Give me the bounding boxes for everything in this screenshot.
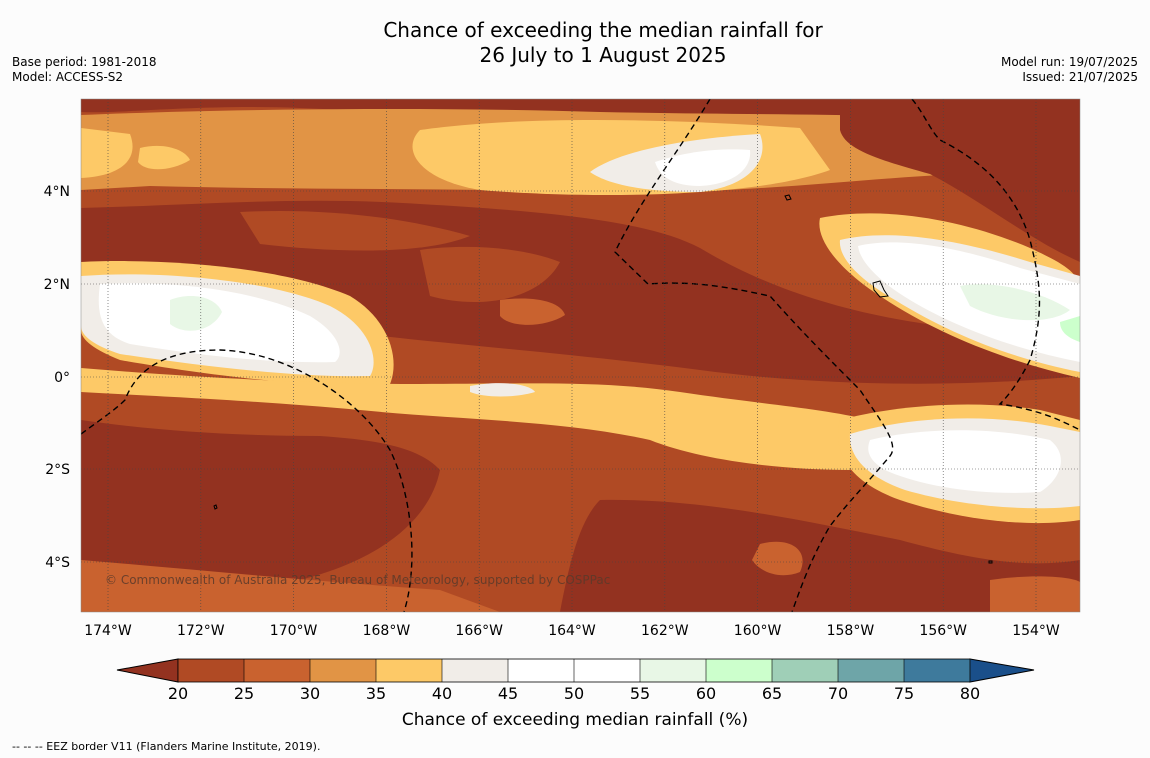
colorbar-tick-label: 65 <box>762 684 782 703</box>
lat-tick: 4°S <box>45 555 70 571</box>
colorbar: 20 25 30 35 40 45 50 55 60 65 70 75 80 <box>116 658 1035 703</box>
colorbar-cell <box>838 659 905 682</box>
lon-tick: 158°W <box>827 623 875 639</box>
lon-tick: 156°W <box>919 623 967 639</box>
lon-tick: 166°W <box>455 623 503 639</box>
rainfall-contours <box>81 99 1080 612</box>
colorbar-tick-label: 45 <box>498 684 518 703</box>
colorbar-cell <box>640 659 707 682</box>
model-text: Model: ACCESS-S2 <box>12 70 124 84</box>
colorbar-tick-label: 25 <box>234 684 254 703</box>
colorbar-cells <box>178 659 971 682</box>
colorbar-cell <box>376 659 443 682</box>
colorbar-under-triangle <box>116 658 179 683</box>
meta-left: Base period: 1981-2018 Model: ACCESS-S2 <box>12 55 157 85</box>
lat-tick: 2°N <box>44 277 70 293</box>
colorbar-cell <box>310 659 377 682</box>
longitude-ticks: 174°W 172°W 170°W 168°W 166°W 164°W 162°… <box>84 623 1060 639</box>
colorbar-cell <box>904 659 971 682</box>
lon-tick: 174°W <box>84 623 132 639</box>
map-frame <box>80 98 1081 613</box>
colorbar-tick-label: 20 <box>168 684 188 703</box>
lon-tick: 162°W <box>641 623 689 639</box>
colorbar-over-triangle <box>969 658 1035 683</box>
colorbar-cell <box>772 659 839 682</box>
colorbar-label: Chance of exceeding median rainfall (%) <box>401 710 749 730</box>
colorbar-tick-label: 30 <box>300 684 320 703</box>
island-outlines <box>213 194 993 564</box>
lon-tick: 154°W <box>1012 623 1060 639</box>
map-area: © Commonwealth of Australia 2025, Bureau… <box>80 98 1081 613</box>
colorbar-tick-label: 60 <box>696 684 716 703</box>
lat-tick: 4°N <box>44 184 70 200</box>
title-line-2: 26 July to 1 August 2025 <box>479 43 727 67</box>
lat-tick: 2°S <box>45 462 70 478</box>
colorbar-ticks: 20 25 30 35 40 45 50 55 60 65 70 75 80 <box>168 684 980 703</box>
colorbar-cell <box>244 659 311 682</box>
colorbar-cell <box>178 659 245 682</box>
issued-text: Issued: 21/07/2025 <box>1022 70 1138 84</box>
colorbar-tick-label: 75 <box>894 684 914 703</box>
latitude-ticks: 4°N 2°N 0° 2°S 4°S <box>44 184 71 571</box>
colorbar-tick-label: 80 <box>960 684 980 703</box>
base-period-text: Base period: 1981-2018 <box>12 55 157 69</box>
lon-tick: 164°W <box>548 623 596 639</box>
colorbar-cell <box>508 659 575 682</box>
colorbar-tick-label: 55 <box>630 684 650 703</box>
lat-tick: 0° <box>54 370 70 386</box>
colorbar-tick-label: 40 <box>432 684 452 703</box>
colorbar-tick-label: 50 <box>564 684 584 703</box>
meta-right: Model run: 19/07/2025 Issued: 21/07/2025 <box>1001 55 1138 85</box>
eez-border <box>81 99 1080 612</box>
eez-legend-note: -- -- -- EEZ border V11 (Flanders Marine… <box>12 740 321 753</box>
copyright-text: © Commonwealth of Australia 2025, Bureau… <box>105 573 610 587</box>
lon-tick: 160°W <box>734 623 782 639</box>
colorbar-frame <box>177 658 971 683</box>
map-title: Chance of exceeding the median rainfall … <box>0 18 1150 68</box>
colorbar-tick-label: 70 <box>828 684 848 703</box>
colorbar-tick-label: 35 <box>366 684 386 703</box>
lon-tick: 170°W <box>270 623 318 639</box>
lon-tick: 168°W <box>363 623 411 639</box>
colorbar-cell <box>442 659 509 682</box>
colorbar-cell <box>706 659 773 682</box>
colorbar-cell <box>574 659 641 682</box>
title-line-1: Chance of exceeding the median rainfall … <box>383 18 823 42</box>
lon-tick: 172°W <box>177 623 225 639</box>
model-run-text: Model run: 19/07/2025 <box>1000 55 1138 69</box>
